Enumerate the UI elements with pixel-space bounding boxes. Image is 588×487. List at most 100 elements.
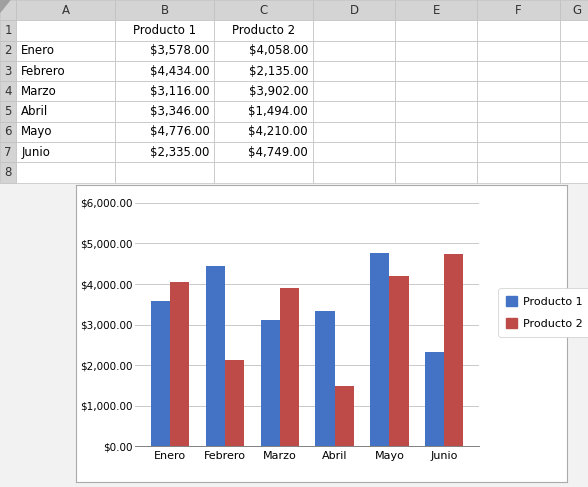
Bar: [16, 122, 115, 142]
Text: G: G: [572, 3, 582, 17]
Bar: [335, 386, 354, 447]
Bar: [560, 162, 588, 183]
Text: 1: 1: [5, 24, 12, 37]
Bar: [560, 61, 588, 81]
Bar: [214, 142, 313, 162]
Bar: [115, 162, 214, 183]
Bar: [280, 288, 299, 447]
Bar: [214, 20, 313, 40]
Bar: [477, 0, 560, 20]
Bar: [477, 101, 560, 122]
Bar: [560, 142, 588, 162]
Bar: [477, 162, 560, 183]
Bar: [115, 40, 214, 61]
Bar: [214, 122, 313, 142]
Bar: [151, 301, 170, 447]
Bar: [0, 20, 16, 40]
Text: Producto 1: Producto 1: [133, 24, 196, 37]
Text: 7: 7: [5, 146, 12, 159]
Bar: [214, 0, 313, 20]
Bar: [477, 20, 560, 40]
Text: $3,346.00: $3,346.00: [150, 105, 209, 118]
Text: C: C: [259, 3, 268, 17]
Bar: [560, 0, 588, 20]
Text: $4,058.00: $4,058.00: [249, 44, 308, 57]
Text: $1,494.00: $1,494.00: [248, 105, 308, 118]
Bar: [0, 61, 16, 81]
Bar: [370, 253, 389, 447]
Bar: [445, 254, 463, 447]
Bar: [0, 142, 16, 162]
Bar: [115, 20, 214, 40]
Bar: [214, 61, 313, 81]
Bar: [477, 61, 560, 81]
Text: 5: 5: [5, 105, 12, 118]
Bar: [313, 40, 395, 61]
Text: A: A: [62, 3, 70, 17]
Bar: [560, 81, 588, 101]
Text: E: E: [433, 3, 440, 17]
Bar: [16, 0, 115, 20]
Text: $3,116.00: $3,116.00: [150, 85, 209, 98]
Bar: [0, 101, 16, 122]
Bar: [395, 20, 477, 40]
Bar: [560, 40, 588, 61]
Bar: [477, 40, 560, 61]
Bar: [0, 0, 16, 20]
Bar: [560, 122, 588, 142]
Bar: [206, 266, 225, 447]
Text: Marzo: Marzo: [21, 85, 57, 98]
Bar: [425, 352, 445, 447]
Bar: [16, 61, 115, 81]
Bar: [0, 162, 16, 183]
Bar: [560, 101, 588, 122]
Bar: [214, 40, 313, 61]
Text: $4,749.00: $4,749.00: [248, 146, 308, 159]
Bar: [315, 311, 335, 447]
Bar: [16, 101, 115, 122]
Bar: [313, 0, 395, 20]
Bar: [313, 61, 395, 81]
Bar: [560, 20, 588, 40]
Bar: [0, 122, 16, 142]
Text: $4,210.00: $4,210.00: [249, 125, 308, 138]
Bar: [115, 61, 214, 81]
Text: Abril: Abril: [21, 105, 48, 118]
Text: Producto 2: Producto 2: [232, 24, 295, 37]
Text: D: D: [349, 3, 359, 17]
Polygon shape: [0, 0, 10, 12]
Bar: [170, 281, 189, 447]
Bar: [16, 142, 115, 162]
Bar: [395, 101, 477, 122]
Text: $2,135.00: $2,135.00: [249, 64, 308, 77]
Text: $4,434.00: $4,434.00: [150, 64, 209, 77]
Text: $3,578.00: $3,578.00: [150, 44, 209, 57]
Bar: [313, 20, 395, 40]
Bar: [395, 0, 477, 20]
Bar: [115, 122, 214, 142]
Legend: Producto 1, Producto 2: Producto 1, Producto 2: [499, 288, 588, 337]
Text: $3,902.00: $3,902.00: [249, 85, 308, 98]
Text: 2: 2: [5, 44, 12, 57]
Bar: [395, 142, 477, 162]
Text: $4,776.00: $4,776.00: [149, 125, 209, 138]
Bar: [0, 40, 16, 61]
Bar: [477, 142, 560, 162]
Bar: [313, 142, 395, 162]
Bar: [395, 162, 477, 183]
Text: Mayo: Mayo: [21, 125, 53, 138]
Bar: [115, 0, 214, 20]
Text: B: B: [161, 3, 169, 17]
Bar: [395, 122, 477, 142]
Bar: [477, 81, 560, 101]
Bar: [313, 101, 395, 122]
Bar: [395, 61, 477, 81]
Bar: [115, 101, 214, 122]
Bar: [313, 81, 395, 101]
Bar: [214, 81, 313, 101]
Bar: [16, 20, 115, 40]
Bar: [0, 81, 16, 101]
Bar: [260, 320, 280, 447]
Text: 8: 8: [5, 166, 12, 179]
Bar: [115, 142, 214, 162]
